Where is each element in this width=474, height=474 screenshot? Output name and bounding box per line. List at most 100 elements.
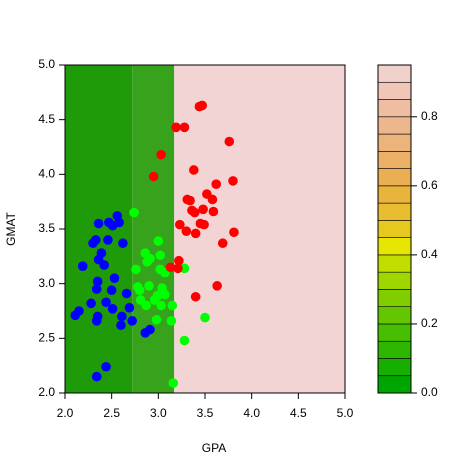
plot-frame (64, 64, 346, 394)
y-tick-label: 5.0 (38, 57, 55, 71)
point (142, 257, 152, 267)
colorbar-band (377, 202, 412, 221)
colorbar-tick-label: 0.2 (421, 316, 438, 330)
colorbar-tick-label: 0.8 (421, 109, 438, 123)
point (217, 238, 228, 249)
point (156, 300, 166, 311)
point (134, 285, 145, 296)
point (190, 291, 201, 302)
point (148, 171, 159, 182)
x-tick-label: 3.0 (150, 406, 167, 420)
point (124, 302, 135, 313)
x-tick-label: 4.5 (290, 406, 307, 420)
point (194, 101, 205, 112)
x-axis-label: GPA (202, 441, 226, 455)
point (131, 264, 141, 275)
point (141, 300, 151, 311)
colorbar-frame (377, 64, 412, 394)
point (86, 298, 96, 309)
point (99, 260, 109, 270)
point (70, 310, 81, 321)
y-tick-label: 2.0 (38, 385, 55, 399)
point (224, 136, 235, 147)
point (117, 311, 127, 322)
colorbar-tick-label: 0.4 (421, 247, 438, 261)
point (91, 284, 102, 294)
colorbar-band (377, 116, 412, 135)
point (190, 228, 201, 239)
point (149, 295, 160, 305)
x-tick-label: 3.5 (197, 406, 214, 420)
colorbar-tick-label: 0.0 (421, 385, 438, 399)
x-tick-label: 4.0 (243, 406, 260, 420)
point (171, 122, 181, 133)
point (155, 250, 165, 261)
colorbar-band (377, 306, 412, 325)
point (93, 218, 104, 229)
point (127, 316, 137, 326)
y-tick-label: 2.5 (38, 331, 55, 345)
point (104, 217, 114, 228)
colorbar-band (377, 289, 412, 307)
point (200, 312, 210, 323)
point (118, 238, 128, 249)
y-axis-label: GMAT (4, 211, 18, 245)
point (167, 300, 178, 311)
point (145, 324, 155, 335)
colorbar-band (377, 99, 412, 118)
colorbar-band (377, 254, 412, 273)
point (103, 235, 113, 245)
point (166, 316, 177, 326)
point (92, 276, 103, 287)
point (174, 255, 184, 266)
point (156, 149, 166, 160)
point (91, 371, 102, 382)
point (199, 219, 209, 230)
point (212, 281, 222, 291)
decision-region (174, 65, 345, 393)
colorbar-band (377, 375, 412, 394)
point (107, 304, 118, 314)
point (160, 289, 170, 300)
x-tick-label: 2.0 (57, 406, 74, 420)
point (179, 122, 190, 133)
colorbar-tick-label: 0.6 (421, 178, 438, 192)
colorbar-band (377, 64, 412, 83)
y-tick-label: 4.5 (38, 112, 55, 126)
y-tick-label: 3.5 (38, 221, 55, 235)
point (129, 207, 139, 218)
point (175, 219, 185, 230)
point (165, 262, 176, 273)
point (181, 226, 192, 236)
y-tick-label: 4.0 (38, 167, 55, 181)
colorbar-band (377, 323, 412, 342)
point (151, 314, 162, 325)
colorbar-band (377, 151, 412, 169)
x-tick-label: 5.0 (337, 406, 354, 420)
x-tick-label: 2.5 (103, 406, 120, 420)
point (116, 320, 126, 331)
colorbar-band (377, 358, 412, 377)
colorbar-band (377, 133, 412, 152)
point (77, 261, 88, 271)
decision-region (132, 65, 175, 393)
point (211, 179, 221, 189)
point (173, 263, 183, 274)
point (189, 207, 200, 218)
point (208, 206, 219, 217)
colorbar-band (377, 340, 412, 359)
point (168, 378, 179, 388)
point (101, 361, 111, 372)
colorbar-band (377, 237, 412, 256)
colorbar-band (377, 168, 412, 187)
point (189, 165, 199, 175)
point (198, 204, 208, 215)
point (228, 176, 238, 186)
colorbar-band (377, 271, 412, 290)
point (106, 285, 117, 296)
point (109, 273, 120, 284)
colorbar-band (377, 81, 412, 100)
colorbar-band (377, 220, 412, 238)
y-tick-label: 3.0 (38, 276, 55, 290)
